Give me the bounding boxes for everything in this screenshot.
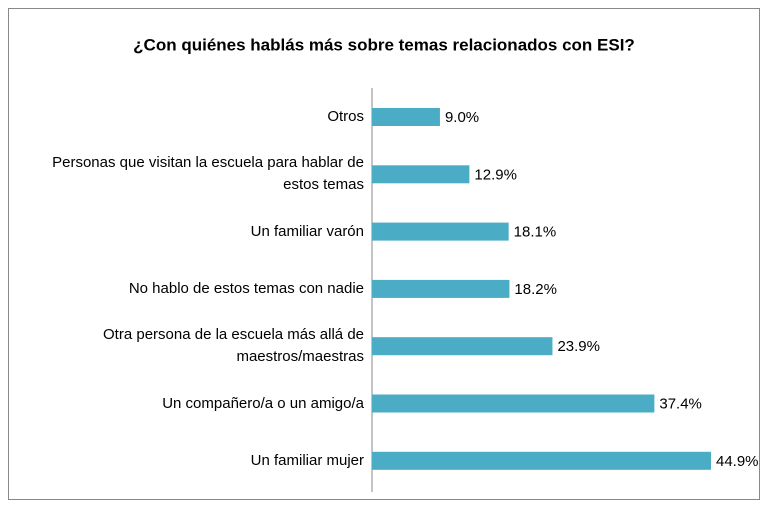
chart-title: ¿Con quiénes hablás más sobre temas rela… xyxy=(133,35,635,54)
bar xyxy=(372,279,510,298)
category-label: Un familiar mujer xyxy=(250,451,364,469)
value-label: 18.2% xyxy=(514,281,557,298)
value-label: 9.0% xyxy=(445,109,479,126)
category-label: Otra persona de la escuela más allá de m… xyxy=(103,326,364,366)
bar xyxy=(372,451,711,470)
value-label: 18.1% xyxy=(514,224,557,241)
category-label: No hablo de estos temas con nadie xyxy=(128,279,364,297)
value-label: 23.9% xyxy=(557,338,600,355)
bar xyxy=(372,165,470,184)
category-label: Un familiar varón xyxy=(250,222,364,240)
bar xyxy=(372,337,553,356)
value-label: 12.9% xyxy=(474,166,517,183)
value-label: 37.4% xyxy=(659,395,702,412)
value-label: 44.9% xyxy=(716,453,759,470)
category-label: Otros xyxy=(327,108,364,125)
category-label: Un compañero/a o un amigo/a xyxy=(162,394,364,412)
bar xyxy=(372,108,440,126)
bar xyxy=(372,222,509,241)
category-label: Personas que visitan la escuela para hab… xyxy=(52,154,364,194)
bar xyxy=(372,394,655,413)
chart-border xyxy=(8,8,760,500)
